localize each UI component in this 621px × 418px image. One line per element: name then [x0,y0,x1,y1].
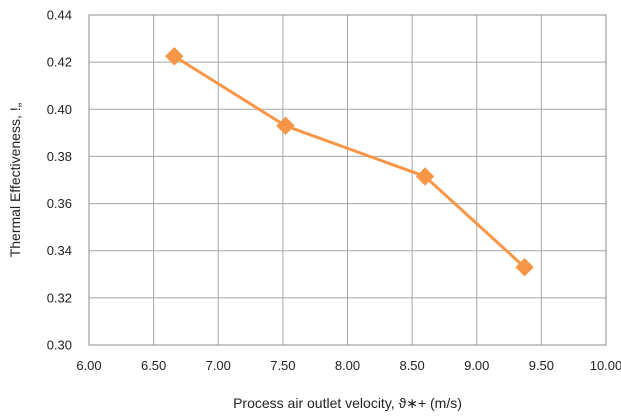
y-tick-label: 0.40 [47,102,72,117]
y-axis-ticks: 0.30 0.32 0.34 0.36 0.38 0.40 0.42 0.44 [47,8,72,353]
x-tick-label: 9.50 [529,358,554,373]
y-axis-title: Thermal Effectiveness, !„ [7,102,23,257]
x-tick-label: 6.50 [141,358,166,373]
series-line [173,54,526,269]
y-tick-label: 0.44 [47,8,72,23]
x-tick-label: 10.00 [590,358,621,373]
plot-area-frame [88,14,607,346]
x-tick-label: 7.50 [270,358,295,373]
x-tick-label: 9.00 [464,358,489,373]
x-tick-label: 8.50 [399,358,424,373]
data-point-marker [515,258,534,277]
y-tick-label: 0.34 [47,243,72,258]
x-tick-label: 7.00 [206,358,231,373]
x-axis-title: Process air outlet velocity, ϑ∗+ (m/s) [233,395,462,411]
x-tick-label: 8.00 [335,358,360,373]
data-point-marker [165,47,184,66]
y-tick-label: 0.42 [47,55,72,70]
data-point-marker [415,167,435,186]
y-tick-label: 0.38 [47,149,72,164]
y-tick-label: 0.36 [47,196,72,211]
grid [88,14,607,346]
y-tick-label: 0.32 [47,290,72,305]
x-axis-ticks: 6.00 6.50 7.00 7.50 8.00 8.50 9.00 9.50 10.00 [76,358,621,373]
data-point-marker [276,116,295,135]
series-layer [165,47,534,277]
y-tick-label: 0.30 [47,338,72,353]
x-tick-label: 6.00 [76,358,101,373]
